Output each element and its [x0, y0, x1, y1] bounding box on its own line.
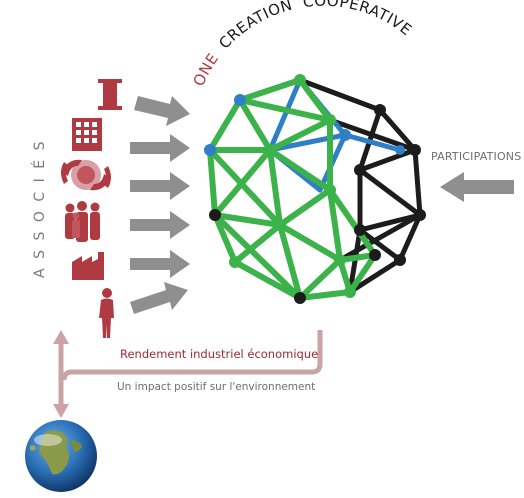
person-icon [99, 288, 114, 338]
arrow-6 [130, 282, 188, 314]
arrow-5 [130, 250, 190, 278]
associes-label: ASSOCIÉS [4, 128, 64, 288]
building-icon [72, 118, 102, 151]
associes-text: ASSOCIÉS [31, 132, 48, 278]
title-creation: CREATION [215, 0, 294, 52]
participations-label: PARTICIPATIONS [431, 150, 522, 163]
associes-label-svg: ASSOCIÉS [31, 132, 48, 278]
title-one: ONE [189, 50, 222, 89]
arrow-up-head [53, 330, 69, 344]
earth-globe [25, 420, 97, 492]
lattice-sphere [204, 74, 426, 304]
column-icon [98, 79, 122, 110]
arrow-4 [130, 211, 190, 239]
handshake-globe-icon [61, 159, 111, 191]
arrow-3 [130, 172, 190, 200]
arrow-1 [134, 96, 190, 126]
factory-icon [72, 252, 104, 280]
lattice-nodes [204, 74, 426, 304]
title-cooperative: COOPÉRATIVE [302, 0, 415, 39]
input-arrows [130, 96, 514, 314]
feedback-bracket [53, 330, 323, 418]
yield-label: Rendement industriel économique [120, 347, 319, 361]
impact-label: Un impact positif sur l'environnement [117, 381, 316, 393]
group-people-icon [65, 201, 100, 242]
stakeholder-icons [61, 79, 122, 338]
arrow-down-head [53, 404, 69, 418]
arrow-2 [130, 134, 190, 162]
lattice-green [207, 77, 378, 301]
participations-arrow [440, 172, 514, 202]
